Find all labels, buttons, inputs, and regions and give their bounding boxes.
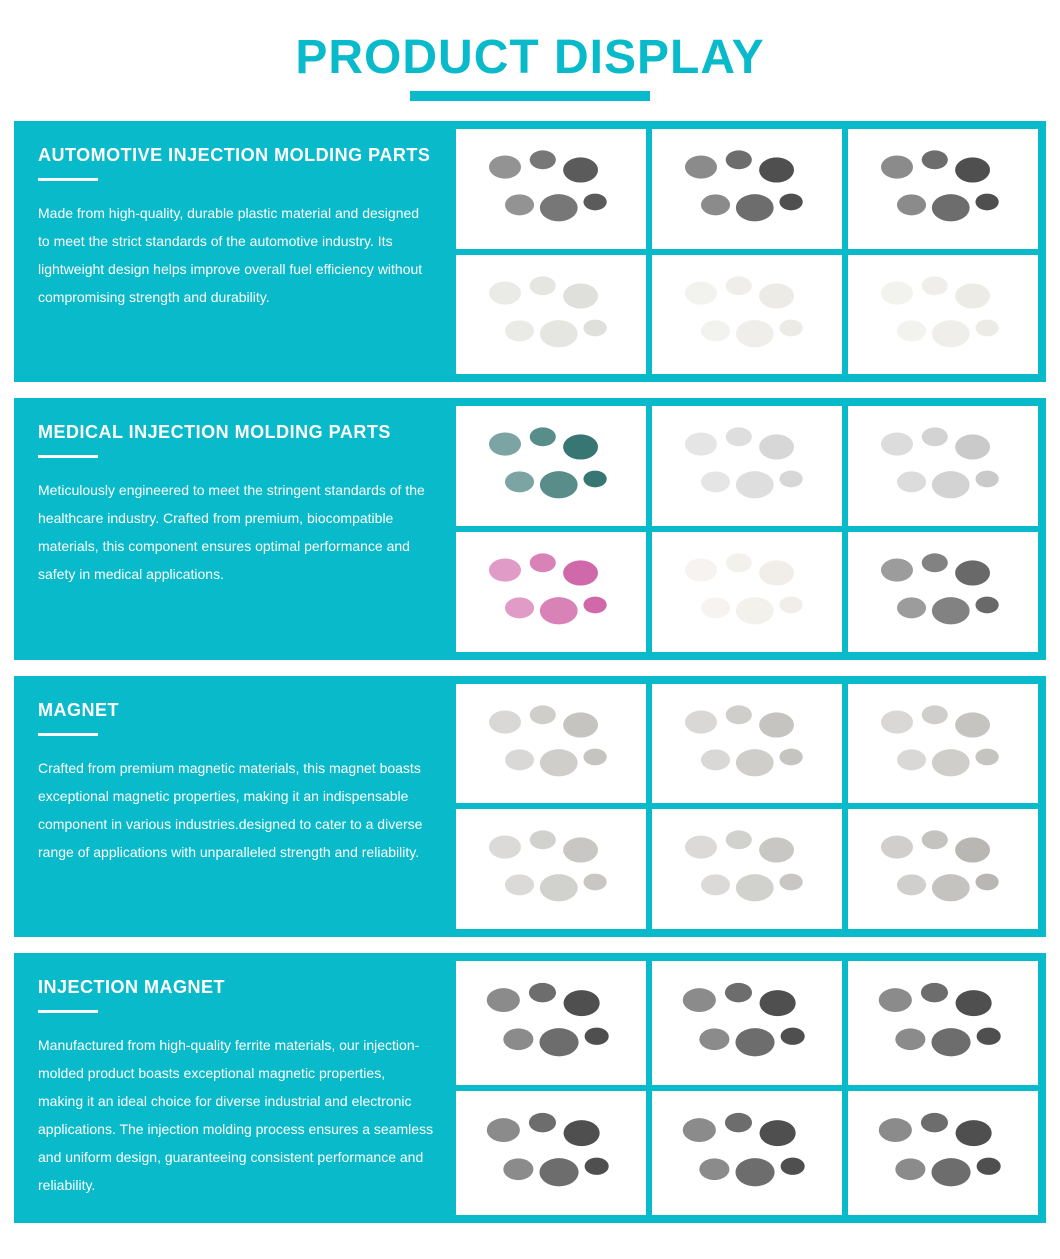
product-image-placeholder — [662, 138, 833, 240]
product-image-placeholder — [466, 693, 637, 795]
product-image-placeholder — [858, 818, 1029, 920]
product-image — [456, 129, 646, 249]
product-section: MAGNET Crafted from premium magnetic mate… — [14, 676, 1046, 937]
product-image — [456, 532, 646, 652]
section-title-divider — [38, 1010, 98, 1013]
product-image-placeholder — [466, 970, 637, 1075]
product-image-placeholder — [858, 1100, 1029, 1205]
page-header: PRODUCT DISPLAY — [0, 0, 1060, 121]
product-image — [848, 1091, 1038, 1215]
product-image-placeholder — [662, 264, 833, 366]
product-image-placeholder — [858, 970, 1029, 1075]
product-image — [652, 255, 842, 375]
product-image — [848, 129, 1038, 249]
product-image-placeholder — [466, 264, 637, 366]
page-title-underline — [410, 91, 650, 101]
product-image — [652, 961, 842, 1085]
product-image-placeholder — [858, 264, 1029, 366]
product-image — [456, 1091, 646, 1215]
section-image-grid — [456, 400, 1044, 657]
product-section: AUTOMOTIVE INJECTION MOLDING PARTS Made f… — [14, 121, 1046, 382]
section-title: MEDICAL INJECTION MOLDING PARTS — [38, 422, 434, 443]
product-image — [456, 809, 646, 929]
section-title: INJECTION MAGNET — [38, 977, 434, 998]
product-image — [456, 961, 646, 1085]
product-image — [848, 961, 1038, 1085]
section-text-panel: MEDICAL INJECTION MOLDING PARTS Meticulou… — [16, 400, 456, 657]
product-image — [848, 255, 1038, 375]
product-image-placeholder — [662, 818, 833, 920]
product-image — [848, 684, 1038, 804]
section-text-panel: INJECTION MAGNET Manufactured from high-q… — [16, 955, 456, 1221]
page-title: PRODUCT DISPLAY — [0, 30, 1060, 85]
product-section: MEDICAL INJECTION MOLDING PARTS Meticulou… — [14, 398, 1046, 659]
product-image-placeholder — [662, 541, 833, 643]
section-image-grid — [456, 955, 1044, 1221]
product-image-placeholder — [662, 693, 833, 795]
product-image — [848, 532, 1038, 652]
product-image-placeholder — [858, 415, 1029, 517]
product-image — [456, 684, 646, 804]
product-image-placeholder — [858, 138, 1029, 240]
product-image — [652, 684, 842, 804]
section-description: Crafted from premium magnetic materials,… — [38, 754, 434, 866]
product-section: INJECTION MAGNET Manufactured from high-q… — [14, 953, 1046, 1223]
product-image-placeholder — [466, 138, 637, 240]
product-image-placeholder — [662, 970, 833, 1075]
section-description: Manufactured from high-quality ferrite m… — [38, 1031, 434, 1199]
section-title: MAGNET — [38, 700, 434, 721]
product-image — [652, 406, 842, 526]
section-description: Meticulously engineered to meet the stri… — [38, 476, 434, 588]
section-image-grid — [456, 678, 1044, 935]
product-image-placeholder — [466, 818, 637, 920]
product-image-placeholder — [662, 1100, 833, 1205]
section-text-panel: MAGNET Crafted from premium magnetic mate… — [16, 678, 456, 935]
product-image — [652, 809, 842, 929]
product-image — [652, 1091, 842, 1215]
product-image — [652, 532, 842, 652]
section-title-divider — [38, 733, 98, 736]
section-title-divider — [38, 455, 98, 458]
product-image-placeholder — [466, 415, 637, 517]
section-title-divider — [38, 178, 98, 181]
product-image — [456, 255, 646, 375]
product-image-placeholder — [858, 693, 1029, 795]
product-image-placeholder — [662, 415, 833, 517]
product-image — [456, 406, 646, 526]
sections-container: AUTOMOTIVE INJECTION MOLDING PARTS Made f… — [0, 121, 1060, 1259]
section-title: AUTOMOTIVE INJECTION MOLDING PARTS — [38, 145, 434, 166]
product-image-placeholder — [466, 541, 637, 643]
product-image — [848, 809, 1038, 929]
product-image — [848, 406, 1038, 526]
product-image-placeholder — [466, 1100, 637, 1205]
section-text-panel: AUTOMOTIVE INJECTION MOLDING PARTS Made f… — [16, 123, 456, 380]
product-image-placeholder — [858, 541, 1029, 643]
product-image — [652, 129, 842, 249]
section-description: Made from high-quality, durable plastic … — [38, 199, 434, 311]
section-image-grid — [456, 123, 1044, 380]
